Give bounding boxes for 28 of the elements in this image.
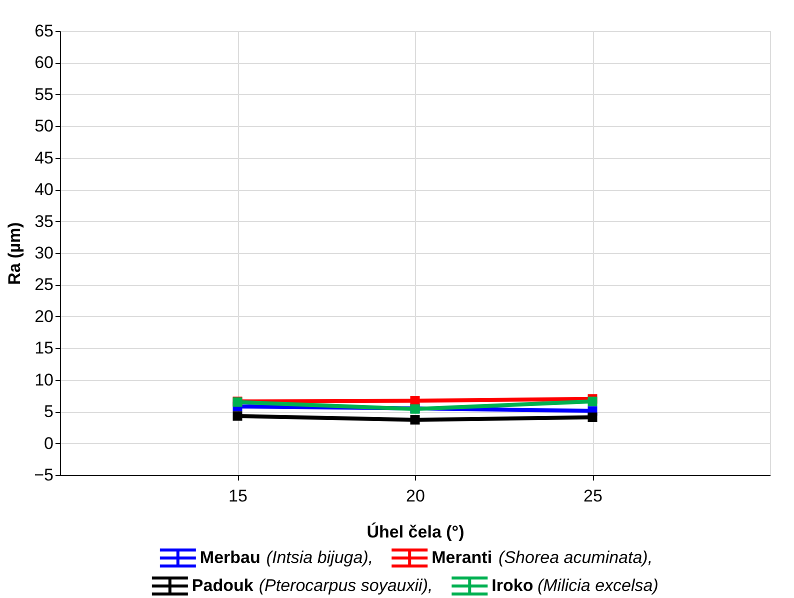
legend-label: Merbau (Intsia bijuga),	[200, 548, 374, 567]
y-tick-label: −5	[34, 466, 54, 484]
y-tick-label: 25	[34, 275, 54, 294]
y-tick-label: 40	[34, 180, 54, 200]
y-tick-label: 60	[34, 53, 54, 72]
y-tick-label: 20	[34, 306, 54, 326]
x-axis-title: Úhel čela (°)	[366, 522, 464, 542]
point	[232, 411, 242, 421]
point	[588, 412, 598, 422]
y-tick-label: 15	[34, 338, 54, 358]
y-tick-label: 50	[34, 116, 54, 136]
point	[410, 415, 420, 425]
y-tick-label: 65	[34, 22, 54, 40]
x-tick-label: 25	[584, 486, 602, 506]
y-tick-label: 5	[44, 402, 54, 422]
x-tick-label: 20	[406, 486, 425, 506]
x-tick-label: 15	[228, 486, 248, 506]
y-tick-label: 10	[34, 370, 54, 390]
y-tick-label: 30	[34, 244, 54, 262]
y-tick-label: 45	[34, 148, 54, 168]
y-axis-title: Ra (µm)	[5, 222, 24, 285]
y-tick-label: 0	[44, 434, 54, 453]
point	[588, 396, 598, 406]
legend-label: Iroko (Milicia excelsa)	[492, 576, 658, 595]
y-tick-label: 55	[34, 84, 54, 104]
legend-label: Padouk (Pterocarpus soyauxii),	[192, 576, 433, 595]
y-tick-label: 35	[34, 212, 54, 231]
legend-label: Meranti (Shorea acuminata),	[432, 548, 653, 567]
